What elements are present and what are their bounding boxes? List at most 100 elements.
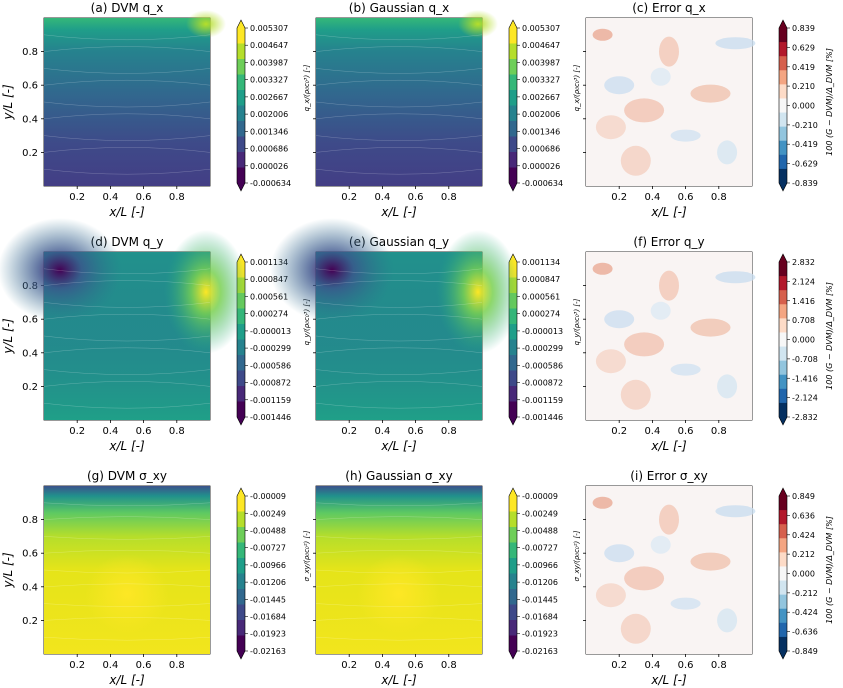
colorbar-segment [237, 635, 245, 652]
colorbar-segment [237, 59, 245, 75]
panel-title: (h) Gaussian σ_xy [345, 469, 452, 483]
colorbar-tick-label: -0.00966 [522, 561, 558, 570]
heatmap-fill [315, 10, 498, 186]
colorbar-extend-top [509, 488, 517, 496]
colorbar-tick-label: -1.416 [792, 374, 818, 383]
y-tick-label: 0.2 [22, 616, 38, 627]
contour-line [315, 516, 483, 520]
colorbar: 0.005307 0.004647 0.003987 0.003327 0.002667… [236, 19, 291, 192]
colorbar-tick-label: 0.000 [792, 336, 815, 345]
y-tick-label: 0.2 [22, 382, 38, 393]
error-blob [604, 310, 635, 329]
colorbar-segment [509, 121, 517, 137]
colorbar-segment [779, 622, 787, 638]
colorbar-tick-label: 0.001134 [522, 258, 560, 267]
colorbar-tick-label: -0.000586 [522, 361, 563, 370]
colorbar-tick-label: 0.000561 [250, 292, 288, 301]
panel-i: (i) Error σ_xy 0.2 0.4 0.6 0.8 x/L [-] σ_xy/(ρ… [573, 469, 834, 687]
colorbar-segment [237, 370, 245, 387]
contour-line [43, 502, 211, 507]
colorbar-segment [779, 28, 787, 43]
x-tick-label: 0.4 [102, 192, 118, 203]
contour-lines [315, 268, 483, 409]
colorbar-segment [509, 573, 517, 590]
x-tick-label: 0.8 [169, 192, 185, 203]
contour-line [43, 536, 211, 540]
colorbar-segment [779, 538, 787, 553]
colorbar-segment [509, 324, 517, 340]
colorbar-segment [237, 28, 245, 44]
field-min-region [0, 218, 122, 322]
contour-line [315, 101, 483, 108]
colorbar-segment [237, 496, 245, 512]
x-tick-label: 0.8 [711, 192, 727, 203]
x-tick-label: 0.2 [341, 192, 357, 203]
error-blob [717, 140, 738, 165]
colorbar-tick-label: 0.000847 [522, 275, 560, 284]
colorbar-tick-label: -0.00488 [250, 526, 286, 535]
contour-line [315, 302, 483, 308]
y-tick-label: 0.6 [22, 315, 38, 326]
colorbar-tick-label: -0.212 [792, 589, 818, 598]
colorbar-segment [779, 98, 787, 114]
colorbar-segment [509, 527, 517, 543]
colorbar-segment [509, 386, 517, 402]
colorbar-segment [509, 74, 517, 91]
y-tick-label: 0.8 [22, 515, 38, 526]
side-quantity-label: q_y/(ρ₀c₀³) [-] [303, 298, 311, 345]
colorbar-segment [509, 558, 517, 574]
contour-line [315, 617, 483, 621]
colorbar-tick-label: 1.416 [792, 297, 815, 306]
heatmap-fill [43, 486, 211, 654]
colorbar-segment [779, 346, 787, 362]
heatmap-fill [586, 18, 756, 186]
colorbar-tick-label: -0.01684 [250, 613, 286, 622]
error-blob [690, 552, 731, 571]
colorbar-tick-label: -0.00727 [522, 544, 558, 553]
error-blob [592, 496, 613, 509]
x-tick-label: 0.2 [611, 426, 627, 437]
x-tick-label: 0.4 [644, 192, 660, 203]
colorbar-extend-bottom [779, 651, 787, 659]
colorbar-segment [237, 386, 245, 402]
contour-line [43, 101, 211, 108]
colorbar-segment [779, 304, 787, 319]
colorbar-tick-label: -0.02163 [250, 647, 286, 656]
error-blob [670, 597, 701, 610]
colorbar-tick-label: -2.832 [792, 413, 818, 422]
y-tick-label: 0.4 [22, 582, 38, 593]
error-blob [595, 115, 626, 140]
contour-line [315, 313, 483, 320]
y-tick-label: 0.4 [22, 114, 38, 125]
error-blob [624, 566, 665, 591]
panel-title: (i) Error σ_xy [630, 469, 707, 483]
colorbar-segment [779, 168, 787, 184]
contour-line [43, 79, 211, 86]
contour-line [43, 135, 211, 141]
colorbar-segment [779, 318, 787, 333]
contour-lines [43, 34, 211, 175]
colorbar-tick-label: 0.000686 [250, 145, 288, 154]
heatmap-fill [586, 486, 756, 654]
colorbar-tick-label: -0.00249 [522, 509, 558, 518]
colorbar-segment [237, 339, 245, 356]
error-blob [620, 145, 651, 176]
colorbar-tick-label: -0.000586 [250, 361, 291, 370]
colorbar-segment [509, 136, 517, 153]
y-axis-label: y/L [-] [1, 84, 15, 121]
colorbar-segment [509, 105, 517, 122]
contour-line [315, 549, 483, 554]
contour-line [43, 168, 211, 175]
colorbar-segment [779, 332, 787, 348]
contour-line [315, 569, 483, 574]
colorbar-segment [779, 402, 787, 418]
y-tick-label: 0.4 [22, 348, 38, 359]
colorbar: 0.005307 0.004647 0.003987 0.003327 0.002667… [508, 19, 563, 192]
colorbar-tick-label: -0.629 [792, 160, 818, 169]
x-tick-label: 0.4 [374, 426, 390, 437]
x-tick-label: 0.8 [441, 426, 457, 437]
colorbar-segment [779, 552, 787, 567]
colorbar-segment [509, 511, 517, 528]
contour-line [43, 402, 211, 409]
